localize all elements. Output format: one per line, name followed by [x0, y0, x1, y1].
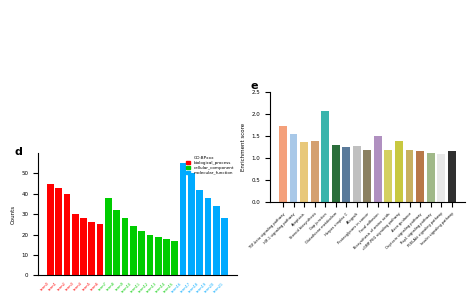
Bar: [196, 190, 203, 275]
Bar: [342, 147, 350, 202]
Text: term13: term13: [146, 282, 158, 294]
Y-axis label: Enrichment score: Enrichment score: [241, 123, 246, 171]
Bar: [406, 151, 413, 202]
Text: term4: term4: [73, 282, 83, 292]
Bar: [427, 153, 435, 202]
Text: term19: term19: [196, 282, 208, 294]
Text: term18: term18: [188, 282, 200, 294]
Text: term5: term5: [81, 282, 92, 292]
Bar: [364, 151, 371, 202]
Bar: [332, 145, 340, 202]
Text: term1: term1: [48, 282, 59, 292]
Bar: [300, 143, 308, 202]
Bar: [205, 198, 211, 275]
Text: term10: term10: [121, 282, 133, 294]
Bar: [89, 222, 95, 275]
Bar: [72, 214, 79, 275]
Bar: [310, 141, 319, 202]
Text: term15: term15: [163, 282, 175, 294]
Bar: [155, 237, 162, 275]
Bar: [146, 235, 153, 275]
Bar: [188, 174, 195, 275]
Text: term12: term12: [138, 282, 150, 294]
Bar: [353, 146, 361, 202]
Text: term7: term7: [98, 282, 109, 292]
Bar: [279, 126, 287, 202]
Bar: [113, 210, 120, 275]
Bar: [172, 241, 178, 275]
Bar: [138, 230, 145, 275]
Bar: [221, 218, 228, 275]
Legend: GO:BPxxx, biological_process, cellular_component, molecular_function: GO:BPxxx, biological_process, cellular_c…: [185, 155, 235, 175]
Bar: [395, 141, 403, 202]
Text: term6: term6: [90, 282, 100, 292]
Text: term9: term9: [115, 282, 125, 292]
Text: term17: term17: [179, 282, 191, 294]
Bar: [47, 184, 54, 275]
Bar: [105, 198, 112, 275]
Bar: [213, 206, 219, 275]
Y-axis label: Counts: Counts: [10, 205, 16, 224]
Bar: [122, 218, 128, 275]
Text: term3: term3: [64, 282, 75, 292]
Text: term0: term0: [40, 282, 50, 292]
Bar: [437, 154, 445, 202]
Bar: [180, 163, 186, 275]
Text: term14: term14: [155, 282, 166, 294]
Bar: [290, 134, 298, 202]
Bar: [384, 151, 392, 202]
Bar: [416, 151, 424, 202]
Bar: [64, 194, 70, 275]
Bar: [97, 224, 103, 275]
Text: d: d: [14, 147, 22, 157]
Text: term11: term11: [129, 282, 142, 294]
Bar: [130, 226, 137, 275]
Bar: [321, 111, 329, 202]
Bar: [80, 218, 87, 275]
Text: e: e: [251, 81, 258, 91]
Text: term8: term8: [106, 282, 117, 292]
Text: term2: term2: [56, 282, 67, 292]
Text: term20: term20: [204, 282, 216, 294]
Bar: [55, 188, 62, 275]
Text: term21: term21: [212, 282, 225, 294]
Bar: [448, 151, 456, 202]
Bar: [163, 239, 170, 275]
Text: term16: term16: [171, 282, 183, 294]
Bar: [374, 136, 382, 202]
